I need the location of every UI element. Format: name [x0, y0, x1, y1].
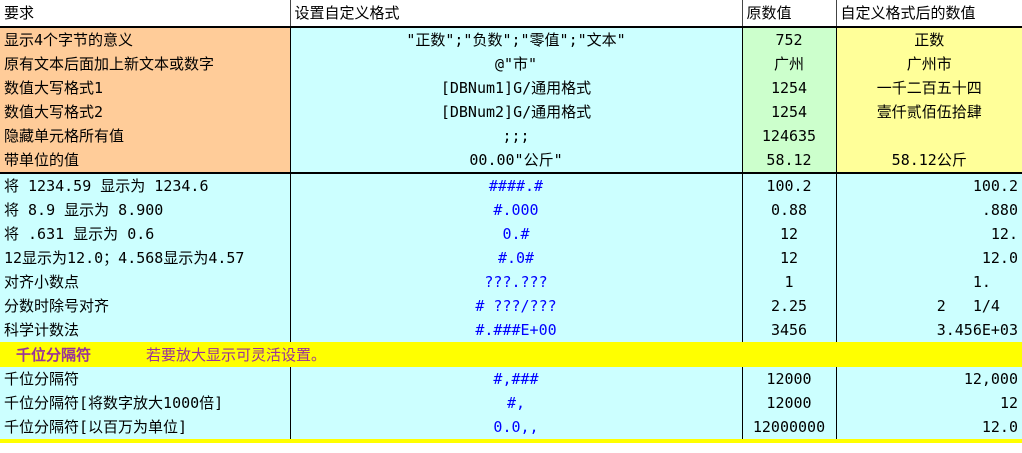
requirement-cell[interactable]: 分数时除号对齐: [0, 294, 290, 318]
requirement-cell[interactable]: 千位分隔符: [0, 367, 290, 391]
result-cell[interactable]: 100.2: [835, 173, 1022, 198]
table-row: 将 8.9 显示为 8.900 #.000 0.88.880: [0, 198, 1022, 222]
format-cell[interactable]: #.000: [289, 198, 742, 222]
result-cell[interactable]: .880: [835, 198, 1022, 222]
format-cell[interactable]: [DBNum2]G/通用格式: [289, 100, 742, 124]
table-row: 显示4个字节的意义 "正数";"负数";"零值";"文本" 752 正数: [0, 27, 1022, 52]
original-value-cell[interactable]: 12: [741, 246, 836, 270]
table-row: 千位分隔符 #,### 12000 12,000: [0, 367, 1022, 391]
table-row: 分数时除号对齐 # ???/??? 2.25 2 1/4: [0, 294, 1022, 318]
table-row: 将 1234.59 显示为 1234.6 ####.# 100.2 100.2: [0, 173, 1022, 198]
table-row: 千位分隔符[将数字放大1000倍] #, 12000 12: [0, 391, 1022, 415]
result-cell[interactable]: 广州市: [835, 52, 1022, 76]
result-cell[interactable]: 58.12公斤: [835, 148, 1022, 174]
header-cell[interactable]: 自定义格式后的数值: [836, 0, 1022, 28]
original-value-cell[interactable]: 3456: [741, 318, 836, 342]
format-cell[interactable]: #.###E+00: [289, 318, 742, 342]
table-row: 隐藏单元格所有值;;; 124635: [0, 124, 1022, 148]
original-value-cell[interactable]: 1254: [741, 100, 836, 124]
original-value-cell[interactable]: 12: [741, 222, 836, 246]
requirement-cell[interactable]: 原有文本后面加上新文本或数字: [0, 52, 290, 76]
section-note: 若要放大显示可灵活设置。: [146, 345, 327, 364]
section-band-cell[interactable]: 千位分隔符 若要放大显示可灵活设置。: [0, 342, 1022, 367]
table-row: 科学计数法 #.###E+00 3456 3.456E+03: [0, 318, 1022, 342]
original-value-cell[interactable]: 124635: [741, 124, 836, 148]
requirement-cell[interactable]: 数值大写格式2: [0, 100, 290, 124]
format-cell[interactable]: ???.???: [289, 270, 742, 294]
original-value-cell[interactable]: 0.88: [741, 198, 836, 222]
header-row: 要求 设置自定义格式 原数值 自定义格式后的数值: [0, 0, 1022, 28]
requirement-cell[interactable]: 带单位的值: [0, 148, 290, 174]
format-cell[interactable]: "正数";"负数";"零值";"文本": [289, 27, 742, 52]
result-cell[interactable]: 一千二百五十四: [835, 76, 1022, 100]
requirement-cell[interactable]: 科学计数法: [0, 318, 290, 342]
original-value-cell[interactable]: 12000: [741, 391, 836, 415]
table-row: 对齐小数点???.??? 1 1.: [0, 270, 1022, 294]
result-cell[interactable]: 1.: [835, 270, 1022, 294]
original-value-cell[interactable]: 2.25: [741, 294, 836, 318]
format-cell[interactable]: 0.#: [289, 222, 742, 246]
requirement-cell[interactable]: 千位分隔符[将数字放大1000倍]: [0, 391, 290, 415]
result-cell[interactable]: 2 1/4: [835, 294, 1022, 318]
result-cell[interactable]: 12.0: [835, 246, 1022, 270]
requirement-cell[interactable]: 显示4个字节的意义: [0, 27, 290, 52]
original-value-cell[interactable]: 58.12: [741, 148, 836, 174]
result-cell[interactable]: 12.0: [835, 415, 1022, 439]
table-row: 12显示为12.0；4.568显示为4.57 #.0# 12 12.0: [0, 246, 1022, 270]
table-row: 原有文本后面加上新文本或数字 @"市" 广州 广州市: [0, 52, 1022, 76]
format-cell[interactable]: ####.#: [289, 173, 742, 198]
format-cell[interactable]: #,###: [289, 367, 742, 391]
requirement-cell[interactable]: 数值大写格式1: [0, 76, 290, 100]
result-cell[interactable]: 12,000: [835, 367, 1022, 391]
header-cell[interactable]: 要求: [0, 0, 291, 28]
table-row: 数值大写格式1 [DBNum1]G/通用格式 1254 一千二百五十四: [0, 76, 1022, 100]
section-band-row: 千位分隔符 若要放大显示可灵活设置。: [0, 342, 1022, 367]
requirement-cell[interactable]: 将 8.9 显示为 8.900: [0, 198, 290, 222]
original-value-cell[interactable]: 广州: [741, 52, 836, 76]
requirement-cell[interactable]: 将 .631 显示为 0.6: [0, 222, 290, 246]
original-value-cell[interactable]: 12000: [741, 367, 836, 391]
result-cell[interactable]: 壹仟贰佰伍拾肆: [835, 100, 1022, 124]
header-cell[interactable]: 设置自定义格式: [290, 0, 743, 28]
header-cell[interactable]: 原数值: [742, 0, 837, 28]
next-row-strip: [0, 439, 1022, 443]
table-row: 千位分隔符[以百万为单位] 0.0,, 12000000 12.0: [0, 415, 1022, 439]
table-row: 将 .631 显示为 0.6 0.# 12 12.: [0, 222, 1022, 246]
format-cell[interactable]: 0.0,,: [289, 415, 742, 439]
requirement-cell[interactable]: 对齐小数点: [0, 270, 290, 294]
requirement-cell[interactable]: 将 1234.59 显示为 1234.6: [0, 173, 290, 198]
original-value-cell[interactable]: 12000000: [741, 415, 836, 439]
format-cell[interactable]: ;;;: [289, 124, 742, 148]
format-cell[interactable]: 00.00"公斤": [289, 148, 742, 174]
original-value-cell[interactable]: 1: [741, 270, 836, 294]
requirement-cell[interactable]: 千位分隔符[以百万为单位]: [0, 415, 290, 439]
section-title: 千位分隔符: [16, 345, 92, 364]
result-cell[interactable]: [835, 124, 1022, 148]
format-cell[interactable]: @"市": [289, 52, 742, 76]
format-cell[interactable]: #.0#: [289, 246, 742, 270]
result-cell[interactable]: 12: [835, 391, 1022, 415]
result-cell[interactable]: 12.: [835, 222, 1022, 246]
requirement-cell[interactable]: 隐藏单元格所有值: [0, 124, 290, 148]
original-value-cell[interactable]: 1254: [741, 76, 836, 100]
table-row: 带单位的值 00.00"公斤" 58.12 58.12公斤: [0, 148, 1022, 174]
result-cell[interactable]: 3.456E+03: [835, 318, 1022, 342]
spreadsheet-grid: 要求 设置自定义格式 原数值 自定义格式后的数值 显示4个字节的意义 "正数";"…: [0, 0, 1022, 439]
format-cell[interactable]: # ???/???: [289, 294, 742, 318]
format-cell[interactable]: #,: [289, 391, 742, 415]
table-row: 数值大写格式2 [DBNum2]G/通用格式 1254 壹仟贰佰伍拾肆: [0, 100, 1022, 124]
original-value-cell[interactable]: 100.2: [741, 173, 836, 198]
requirement-cell[interactable]: 12显示为12.0；4.568显示为4.57: [0, 246, 290, 270]
format-cell[interactable]: [DBNum1]G/通用格式: [289, 76, 742, 100]
original-value-cell[interactable]: 752: [741, 27, 836, 52]
result-cell[interactable]: 正数: [835, 27, 1022, 52]
